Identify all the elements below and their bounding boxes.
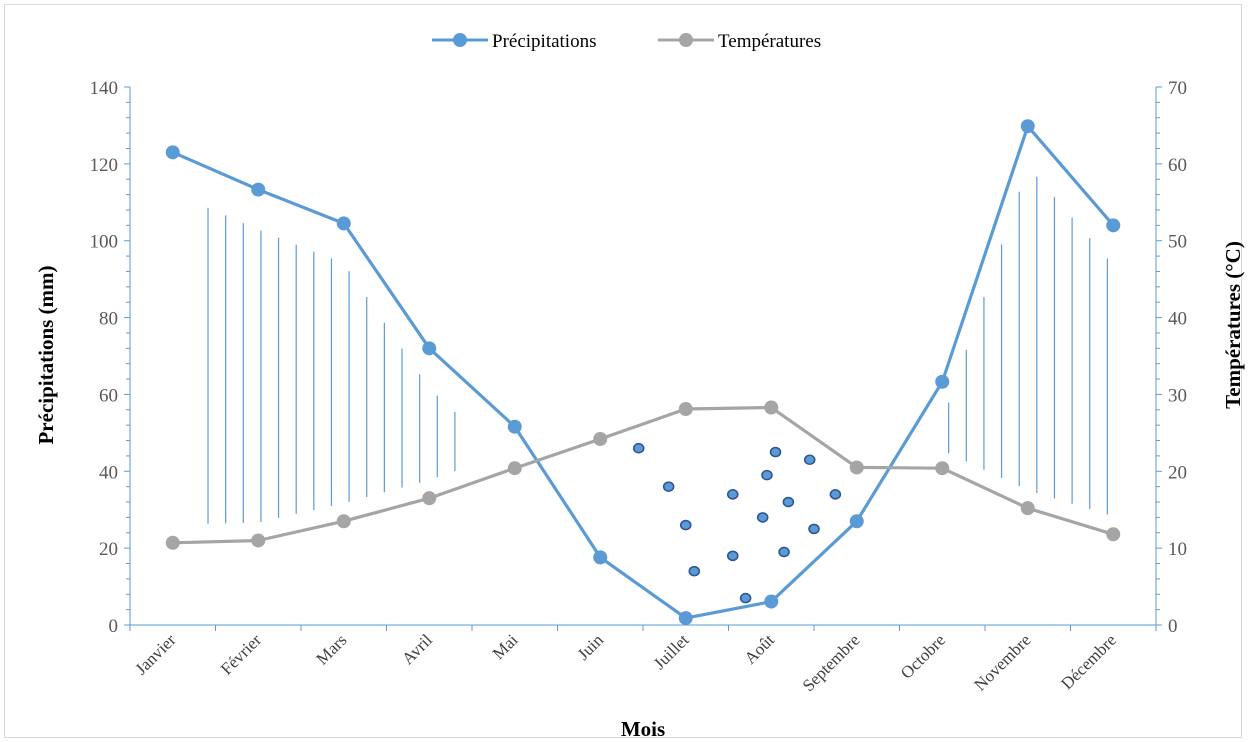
precipitation-point [1020, 119, 1035, 134]
temperature-point [1020, 501, 1035, 516]
precipitation-point [849, 514, 864, 529]
x-category-label: Août [741, 630, 779, 668]
y-left-tick-label: 80 [99, 309, 118, 330]
x-category-label: Septembre [799, 630, 864, 695]
dry-period-dot [761, 469, 773, 481]
dry-period-dot [739, 592, 752, 604]
temperature-point [336, 514, 351, 529]
chart-frame [4, 4, 1242, 738]
legend-temp-marker [679, 33, 693, 47]
temperature-point [422, 491, 437, 506]
temperature-point [593, 432, 608, 447]
temperature-point [165, 535, 180, 550]
precipitation-point [165, 145, 180, 160]
x-category-label: Janvier [131, 630, 179, 678]
dry-period-dot [808, 523, 820, 535]
legend-precipitations: Précipitations [492, 31, 596, 52]
temperature-point [764, 400, 779, 415]
temperature-point [1106, 527, 1121, 542]
dry-period-dot [662, 481, 675, 492]
x-category-label: Février [217, 630, 265, 678]
y-left-tick-label: 60 [99, 385, 118, 406]
x-category-label: Novembre [970, 630, 1034, 694]
precipitation-point [251, 182, 266, 197]
x-category-label: Avril [398, 630, 436, 668]
legend-temperatures: Températures [718, 31, 821, 52]
x-category-label: Juin [574, 630, 608, 664]
precipitation-line [172, 124, 1115, 620]
y-left-tick-label: 20 [99, 539, 118, 560]
dry-period-dot [782, 496, 795, 508]
precipitation-point [422, 341, 437, 356]
legend-precip-marker [453, 33, 467, 47]
legend: Précipitations Températures [432, 31, 821, 52]
temperature-line [172, 405, 1114, 545]
y-right-tick-label: 10 [1168, 539, 1187, 560]
y-right-tick-label: 20 [1168, 462, 1187, 483]
y-right-tick-label: 60 [1168, 155, 1187, 176]
temperature-point [849, 460, 864, 475]
dry-period-dot [726, 489, 739, 500]
y-right-tick-label: 30 [1168, 385, 1187, 406]
dry-period-dot [756, 512, 769, 523]
dry-period-dot [769, 446, 782, 458]
x-category-label: Octobre [897, 630, 949, 682]
dry-period-dot [632, 442, 645, 454]
precipitation-point [935, 374, 950, 389]
y-left-tick-label: 100 [90, 232, 119, 253]
x-category-label: Décembre [1057, 630, 1120, 693]
dry-period-dot [679, 519, 692, 531]
y-right-tick-label: 70 [1168, 78, 1187, 99]
temperature-point [935, 461, 950, 476]
temperature-point [678, 402, 693, 417]
precipitation-point [678, 611, 693, 626]
y-right-tick-label: 50 [1168, 232, 1187, 253]
x-category-label: Mai [489, 630, 522, 663]
y-left-tick-label: 40 [99, 462, 118, 483]
temperature-point [507, 461, 522, 476]
dry-period-dot [726, 550, 739, 562]
precipitation-point [1106, 218, 1121, 233]
y-right-tick-label: 40 [1168, 309, 1187, 330]
temperature-point [251, 533, 266, 548]
x-category-label: Mars [312, 630, 350, 668]
dry-period-dot [688, 565, 701, 577]
precipitation-point [593, 550, 608, 565]
y-left-tick-label: 120 [90, 155, 119, 176]
precipitation-point [507, 419, 522, 434]
y-left-tick-label: 140 [90, 78, 119, 99]
dry-period-dot [778, 546, 790, 558]
x-axis-title: Mois [621, 717, 665, 741]
x-category-label: Juillet [650, 630, 693, 673]
precipitation-point [764, 594, 779, 609]
y-left-tick-label: 0 [109, 616, 119, 637]
dry-period-dot [803, 454, 816, 466]
y-axis-left-title: Précipitations (mm) [34, 265, 58, 444]
dry-period-dot [829, 489, 842, 500]
y-axis-right-title: Températures (°C) [1221, 241, 1245, 409]
precipitation-point [336, 216, 351, 231]
y-right-tick-label: 0 [1168, 616, 1178, 637]
